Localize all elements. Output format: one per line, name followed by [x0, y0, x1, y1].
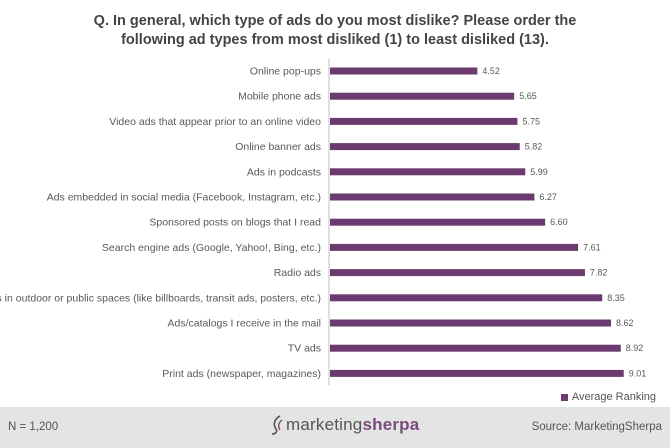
bar — [330, 218, 546, 226]
value-label: 8.62 — [616, 318, 634, 328]
category-label: Sponsored posts on blogs that I read — [149, 217, 321, 229]
value-label: 5.82 — [525, 142, 543, 152]
bar — [330, 269, 585, 277]
chart-legend: Average Ranking — [560, 391, 656, 403]
source-label: Source: MarketingSherpa — [531, 421, 662, 433]
value-label: 4.52 — [482, 66, 500, 76]
category-label: TV ads — [288, 343, 321, 355]
category-label: Ads in podcasts — [247, 166, 321, 178]
category-label: Ads embedded in social media (Facebook, … — [47, 192, 321, 204]
value-label: 9.01 — [629, 368, 647, 378]
value-label: 8.35 — [607, 293, 625, 303]
category-label: Ads/catalogs I receive in the mail — [168, 318, 322, 330]
bar — [330, 344, 621, 352]
bar — [330, 243, 579, 251]
bar — [330, 92, 515, 100]
category-label: Search engine ads (Google, Yahoo!, Bing,… — [102, 242, 321, 254]
value-label: 5.65 — [519, 91, 537, 101]
value-label: 7.61 — [583, 242, 601, 252]
category-label: Video ads that appear prior to an online… — [109, 116, 321, 128]
legend-label: Average Ranking — [571, 391, 656, 403]
category-label: Radio ads — [274, 267, 321, 279]
marketingsherpa-logo: marketing sherpa — [270, 415, 419, 435]
value-label: 5.99 — [530, 167, 548, 177]
bar-chart: Online pop-ups 4.52 Mobile phone ads 5.65 Vi… — [0, 59, 647, 386]
category-label: Ads in outdoor or public spaces (like bi… — [0, 292, 321, 304]
bar — [330, 168, 526, 176]
bar — [330, 294, 603, 302]
category-label: Print ads (newspaper, magazines) — [162, 368, 321, 380]
chart-title: Q. In general, which type of ads do you … — [0, 12, 670, 50]
bar — [330, 193, 535, 201]
bar — [330, 143, 520, 151]
category-label: Mobile phone ads — [238, 91, 321, 103]
sample-size-label: N = 1,200 — [8, 421, 59, 433]
bar — [330, 117, 518, 125]
logo-mark-icon — [271, 415, 283, 435]
bar — [330, 369, 624, 377]
category-label: Online pop-ups — [250, 66, 321, 78]
chart-title-line-2: following ad types from most disliked (1… — [121, 32, 549, 48]
value-label: 8.92 — [626, 343, 644, 353]
legend-swatch — [560, 393, 568, 401]
category-label: Online banner ads — [235, 141, 321, 153]
value-label: 6.60 — [550, 217, 568, 227]
brand-text-marketing: marketing — [286, 415, 363, 434]
footer-bar: N = 1,200 marketing sherpa Source: Market… — [0, 407, 670, 448]
brand-text-sherpa: sherpa — [362, 415, 420, 434]
value-label: 7.82 — [590, 268, 608, 278]
bar — [330, 319, 612, 327]
chart-title-line-1: Q. In general, which type of ads do you … — [93, 13, 577, 29]
bar — [330, 67, 478, 75]
value-label: 6.27 — [539, 192, 557, 202]
value-label: 5.75 — [522, 116, 540, 126]
